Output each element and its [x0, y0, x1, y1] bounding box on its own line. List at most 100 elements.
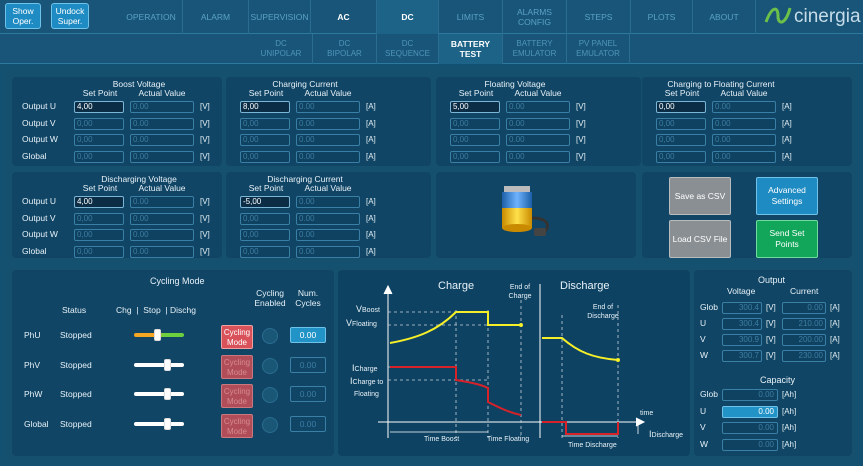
set-point-input[interactable]: 8,00: [240, 101, 290, 113]
tab-plots[interactable]: PLOTS: [630, 0, 692, 34]
actual-value-header: Actual Value: [720, 88, 768, 98]
tab-steps[interactable]: STEPS: [566, 0, 630, 34]
cycling-mode-button[interactable]: Cycling Mode: [221, 413, 253, 438]
set-point-input[interactable]: 4,00: [74, 196, 124, 208]
tab-operation[interactable]: OPERATION: [126, 12, 176, 22]
num-cycles-input[interactable]: 0.00: [290, 386, 326, 402]
tab-ac[interactable]: AC: [310, 0, 376, 34]
num-cycles-input[interactable]: 0.00: [290, 356, 326, 373]
tab-dc[interactable]: DC: [376, 0, 438, 34]
slider-knob[interactable]: [153, 329, 161, 341]
set-point-input[interactable]: 0,00: [74, 134, 124, 146]
subtab-dc-unipolar[interactable]: DC UNIPOLAR: [260, 39, 302, 58]
phase-status: Stopped: [60, 359, 92, 370]
set-point-input[interactable]: 0,00: [240, 134, 290, 146]
undock-super-button[interactable]: Undock Super.: [51, 3, 89, 29]
amp-unit: [A]: [830, 335, 840, 344]
actual-value-header: Actual Value: [304, 183, 352, 193]
dc-subtabs-bar: DC UNIPOLAR DC BIPOLAR DC SEQUENCE BATTE…: [0, 34, 863, 64]
output-current-field: 210.00: [782, 318, 826, 330]
set-point-input[interactable]: 0,00: [240, 229, 290, 241]
actual-value-field: 0.00: [712, 150, 776, 163]
unit-label: [A]: [366, 118, 376, 128]
set-point-input[interactable]: 0,00: [656, 150, 706, 163]
volt-unit: [V]: [766, 335, 776, 344]
set-point-input[interactable]: 4,00: [74, 101, 124, 113]
set-point-input[interactable]: 0,00: [74, 245, 124, 258]
num-cycles-header: Num. Cycles: [295, 288, 321, 308]
set-point-input[interactable]: 0,00: [74, 212, 124, 225]
amp-unit: [A]: [830, 303, 840, 312]
battery-image-panel: [436, 172, 636, 258]
subtab-battery-test[interactable]: BATTERY TEST: [438, 34, 502, 64]
num-cycles-input[interactable]: 0.00: [290, 327, 326, 343]
save-as-csv-button[interactable]: Save as CSV: [669, 177, 731, 215]
time-discharge-label: Time Discharge: [568, 442, 617, 449]
chg-stop-dischg-header: Chg | Stop | Dischg: [116, 305, 197, 315]
unit-label: [V]: [200, 118, 210, 128]
capacity-field: 0.00: [722, 438, 778, 451]
tab-limits[interactable]: LIMITS: [438, 0, 502, 34]
set-point-input[interactable]: 0,00: [656, 134, 706, 146]
load-csv-file-button[interactable]: Load CSV File: [669, 220, 731, 258]
slider-knob[interactable]: [163, 388, 171, 400]
set-point-input[interactable]: 0,00: [450, 150, 500, 163]
output-row-label: U: [700, 318, 707, 328]
send-set-points-button[interactable]: Send Set Points: [756, 220, 818, 258]
advanced-settings-button[interactable]: Advanced Settings: [756, 177, 818, 215]
slider-knob[interactable]: [163, 417, 171, 430]
tab-alarms-config[interactable]: ALARMS CONFIG: [502, 0, 566, 34]
actual-value-field: 0.00: [296, 196, 360, 208]
cycling-mode-button[interactable]: Cycling Mode: [221, 325, 253, 349]
slider-knob[interactable]: [163, 358, 171, 371]
phase-label: Global: [24, 418, 49, 429]
ah-unit: [Ah]: [782, 423, 797, 432]
set-point-input[interactable]: -5,00: [240, 196, 290, 208]
capacity-row-label: V: [700, 422, 706, 432]
chg-stop-dischg-slider[interactable]: [134, 392, 184, 396]
set-point-input[interactable]: 0,00: [450, 117, 500, 130]
show-oper-button[interactable]: Show Oper.: [5, 3, 41, 29]
output-current-field: 200.00: [782, 334, 826, 346]
unit-label: [V]: [576, 151, 586, 161]
set-point-input[interactable]: 0,00: [656, 117, 706, 130]
actual-value-field: 0.00: [506, 134, 570, 146]
subtab-dc-sequence[interactable]: DC SEQUENCE: [376, 34, 438, 64]
subtab-pv-panel-emulator[interactable]: PV PANEL EMULATOR: [566, 34, 630, 64]
subtab-battery-emulator[interactable]: BATTERY EMULATOR: [502, 34, 566, 64]
tab-alarm[interactable]: ALARM: [182, 0, 248, 34]
set-point-input[interactable]: 0,00: [656, 101, 706, 113]
unit-label: [V]: [200, 197, 210, 206]
set-point-input[interactable]: 0,00: [240, 212, 290, 225]
set-point-input[interactable]: 0,00: [450, 134, 500, 146]
subtab-dc-bipolar[interactable]: DC BIPOLAR: [312, 34, 376, 64]
output-voltage-field: 300.4: [722, 318, 762, 330]
cycling-enabled-indicator: [262, 416, 278, 433]
set-point-input[interactable]: 0,00: [240, 117, 290, 130]
unit-label: [A]: [366, 197, 376, 206]
chg-stop-dischg-slider[interactable]: [134, 362, 184, 367]
set-point-input[interactable]: 0,00: [74, 229, 124, 241]
set-point-input[interactable]: 0,00: [240, 245, 290, 258]
cycling-enabled-indicator: [262, 328, 278, 344]
i-charge-to-floating-label: ICharge to Floating: [350, 376, 384, 398]
actual-value-field: 0.00: [712, 101, 776, 113]
output-current-header: Current: [790, 286, 819, 296]
tab-about[interactable]: ABOUT: [692, 0, 756, 34]
output-row-label: Glob: [700, 302, 718, 312]
set-point-input[interactable]: 0,00: [240, 150, 290, 163]
discharging-current-title: Discharging Current: [267, 174, 343, 184]
set-point-input[interactable]: 0,00: [74, 150, 124, 163]
row-label: Output V: [22, 117, 56, 128]
row-label: Output W: [22, 134, 58, 144]
num-cycles-input[interactable]: 0.00: [290, 415, 326, 432]
tab-supervision[interactable]: SUPERVISION: [248, 0, 310, 34]
set-point-input[interactable]: 5,00: [450, 101, 500, 113]
cycling-mode-button[interactable]: Cycling Mode: [221, 354, 253, 379]
chg-stop-dischg-slider[interactable]: [134, 421, 184, 426]
capacity-field: 0.00: [722, 389, 778, 401]
set-point-input[interactable]: 0,00: [74, 117, 124, 130]
cycling-mode-button[interactable]: Cycling Mode: [221, 384, 253, 408]
end-of-discharge-label: End of Discharge: [587, 304, 619, 320]
unit-label: [V]: [200, 213, 210, 223]
